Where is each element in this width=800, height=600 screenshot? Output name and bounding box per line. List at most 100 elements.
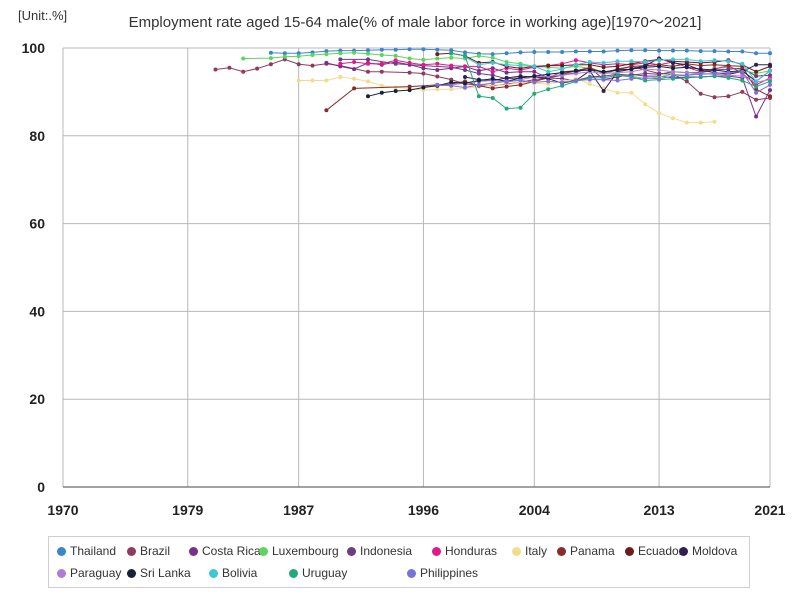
- data-point-thailand: [379, 47, 384, 52]
- data-point-philippines: [532, 80, 537, 85]
- data-point-luxembourg: [268, 56, 273, 61]
- data-point-thailand: [754, 51, 759, 56]
- data-point-costa-rica: [532, 69, 537, 74]
- data-point-sri-lanka: [560, 70, 565, 75]
- data-point-italy: [712, 119, 717, 124]
- legend-item-indonesia[interactable]: Indonesia: [347, 544, 412, 558]
- data-point-brazil: [435, 74, 440, 79]
- data-point-thailand: [268, 50, 273, 55]
- data-point-bolivia: [754, 79, 759, 84]
- data-point-luxembourg: [352, 50, 357, 55]
- data-point-brazil: [268, 62, 273, 67]
- series-line-sri-lanka: [367, 65, 771, 97]
- data-point-uruguay: [546, 87, 551, 92]
- data-point-thailand: [629, 48, 634, 53]
- data-point-philippines: [698, 72, 703, 77]
- data-point-italy: [671, 116, 675, 121]
- data-point-thailand: [324, 49, 329, 54]
- data-point-thailand: [449, 48, 454, 53]
- data-point-indonesia: [643, 71, 648, 76]
- legend-item-thailand[interactable]: Thailand: [57, 544, 116, 558]
- legend-item-uruguay[interactable]: Uruguay: [289, 566, 347, 580]
- data-point-italy: [587, 82, 592, 86]
- data-point-paraguay: [657, 68, 662, 72]
- data-point-luxembourg: [338, 51, 343, 56]
- legend-item-sri-lanka[interactable]: Sri Lanka: [127, 566, 191, 580]
- legend-item-panama[interactable]: Panama: [557, 544, 615, 558]
- legend-item-costa-rica[interactable]: Costa Rica: [189, 544, 261, 558]
- data-point-bolivia: [740, 61, 745, 66]
- data-point-luxembourg: [421, 57, 426, 62]
- legend-swatch: [57, 547, 66, 556]
- data-point-uruguay: [740, 78, 745, 83]
- legend-item-bolivia[interactable]: Bolivia: [209, 566, 257, 580]
- legend-swatch: [209, 569, 218, 578]
- legend-swatch: [259, 547, 268, 556]
- data-point-sri-lanka: [712, 68, 717, 72]
- data-point-panama: [407, 84, 412, 89]
- legend-item-italy[interactable]: Italy: [512, 544, 547, 558]
- x-tick-label: 2013: [644, 502, 675, 518]
- data-point-brazil: [213, 67, 218, 72]
- data-point-ecuador: [754, 69, 759, 74]
- data-point-sri-lanka: [379, 90, 384, 95]
- legend-item-brazil[interactable]: Brazil: [127, 544, 170, 558]
- data-point-panama: [324, 108, 329, 113]
- data-point-sri-lanka: [629, 67, 634, 72]
- data-point-brazil: [310, 63, 315, 68]
- data-point-thailand: [740, 49, 745, 54]
- x-tick-label: 1979: [172, 502, 203, 518]
- data-point-luxembourg: [393, 53, 398, 58]
- data-point-philippines: [726, 70, 731, 75]
- legend-swatch: [625, 547, 634, 556]
- y-tick-label: 0: [37, 479, 45, 495]
- data-point-panama: [504, 84, 509, 89]
- data-point-sri-lanka: [615, 68, 620, 72]
- data-point-thailand: [712, 49, 717, 54]
- data-point-honduras: [352, 60, 357, 64]
- data-point-ecuador: [435, 52, 440, 57]
- data-point-brazil: [379, 69, 384, 74]
- data-point-bolivia: [615, 59, 620, 64]
- x-tick-label: 1987: [283, 502, 314, 518]
- data-point-thailand: [407, 47, 412, 52]
- data-point-philippines: [463, 85, 467, 90]
- legend-item-philippines[interactable]: Philippines: [407, 566, 478, 580]
- data-point-brazil: [366, 69, 370, 74]
- legend-item-luxembourg[interactable]: Luxembourg: [259, 544, 339, 558]
- data-point-philippines: [476, 82, 481, 87]
- data-point-thailand: [518, 50, 523, 55]
- data-point-bolivia: [532, 64, 537, 69]
- data-point-philippines: [601, 77, 606, 82]
- legend-label: Philippines: [420, 566, 479, 580]
- legend-item-honduras[interactable]: Honduras: [432, 544, 497, 558]
- data-point-bolivia: [671, 57, 675, 62]
- legend-label: Luxembourg: [272, 544, 339, 558]
- legend-label: Costa Rica: [202, 544, 261, 558]
- data-point-bolivia: [490, 60, 495, 65]
- data-point-panama: [726, 63, 731, 68]
- data-point-honduras: [449, 63, 454, 68]
- data-point-panama: [352, 86, 357, 91]
- legend-item-ecuador[interactable]: Ecuador: [625, 544, 683, 558]
- data-point-brazil: [712, 95, 717, 100]
- data-point-thailand: [366, 48, 370, 53]
- x-tick-label: 2004: [519, 502, 550, 518]
- legend-label: Paraguay: [70, 566, 122, 580]
- data-point-indonesia: [338, 57, 343, 62]
- legend-item-paraguay[interactable]: Paraguay: [57, 566, 121, 580]
- y-tick-label: 40: [29, 303, 45, 319]
- data-point-costa-rica: [490, 66, 495, 71]
- data-point-bolivia: [712, 58, 717, 63]
- data-point-philippines: [449, 83, 454, 88]
- data-point-ecuador: [601, 65, 606, 70]
- legend-label: Uruguay: [302, 566, 348, 580]
- legend-item-moldova[interactable]: Moldova: [679, 544, 737, 558]
- data-point-philippines: [671, 74, 675, 79]
- data-point-costa-rica: [352, 67, 357, 72]
- data-point-italy: [379, 83, 384, 88]
- data-point-bolivia: [657, 58, 662, 63]
- data-point-luxembourg: [449, 55, 454, 60]
- data-point-luxembourg: [490, 55, 495, 60]
